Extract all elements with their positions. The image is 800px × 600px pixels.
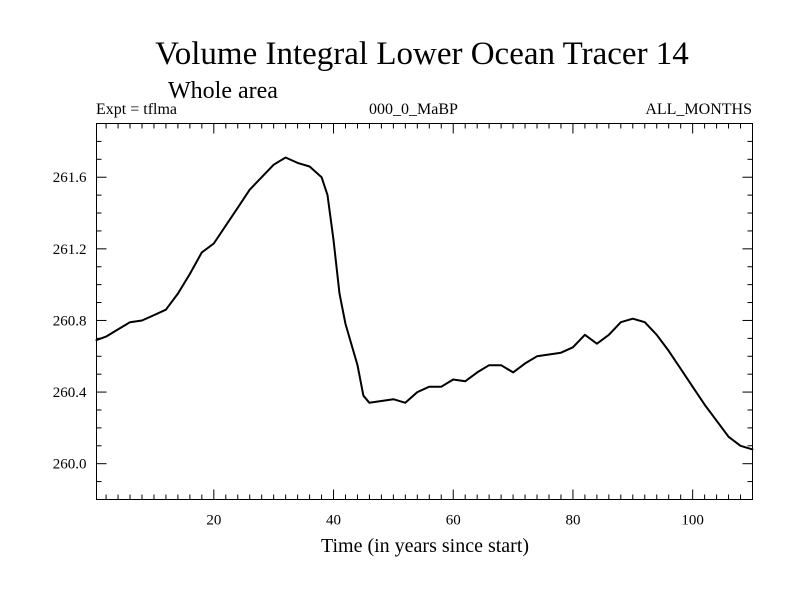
- x-tick-label: 40: [326, 513, 341, 529]
- y-axis: 260.0 260.4 260.8 261.2 261.6: [53, 140, 753, 483]
- y-tick-label: 261.6: [53, 170, 87, 186]
- y-tick-label: 261.2: [53, 242, 87, 258]
- y-tick-label: 260.0: [53, 457, 87, 473]
- x-tick-label: 80: [565, 513, 580, 529]
- run-label: 000_0_MaBP: [369, 101, 458, 118]
- plot-frame: [96, 123, 753, 500]
- x-tick-label: 20: [206, 513, 221, 529]
- y-tick-label: 260.8: [53, 313, 87, 329]
- x-tick-label: 60: [446, 513, 461, 529]
- x-tick-label: 100: [681, 513, 704, 529]
- y-tick-label: 260.4: [53, 385, 87, 401]
- series-line: [95, 156, 754, 451]
- months-label: ALL_MONTHS: [645, 101, 752, 118]
- experiment-label: Expt = tflma: [96, 101, 178, 118]
- chart-subtitle: Whole area: [168, 78, 278, 104]
- x-axis: 20 40 60 80 100: [105, 123, 742, 529]
- chart-title: Volume Integral Lower Ocean Tracer 14: [155, 36, 689, 72]
- x-axis-label: Time (in years since start): [320, 535, 530, 557]
